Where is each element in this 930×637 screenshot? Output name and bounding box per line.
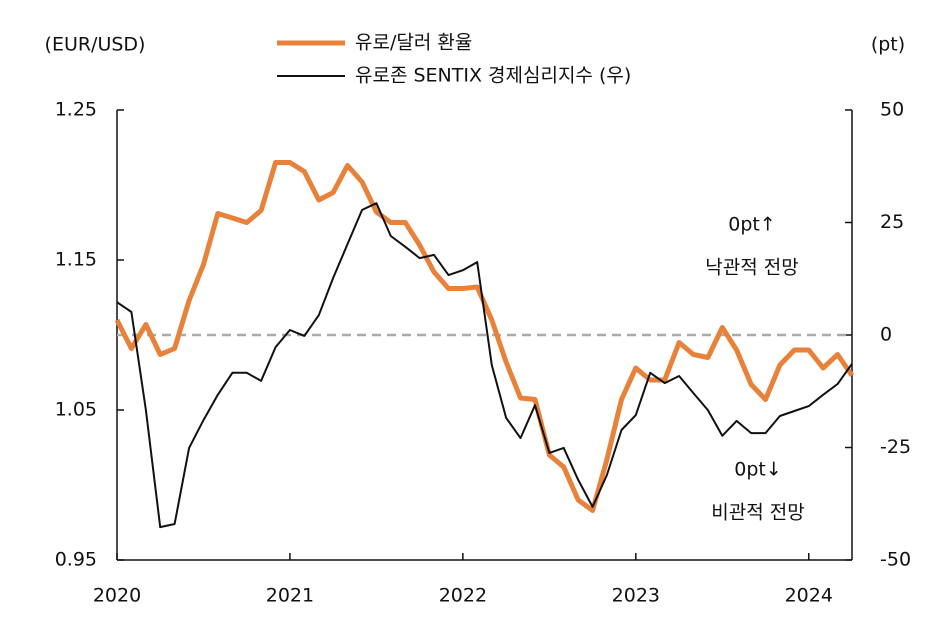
annotation: 비관적 전망: [711, 502, 804, 524]
y2-tick-label: -50: [880, 549, 911, 571]
y-tick-label: 1.05: [55, 399, 97, 421]
series-line: [116, 202, 853, 529]
legend-label: 유로/달러 환율: [355, 32, 472, 54]
annotation: 0pt↓: [734, 459, 782, 481]
y2-tick-label: -25: [880, 436, 911, 458]
annotation: 0pt↑: [728, 214, 776, 236]
y2-axis-label: (pt): [871, 34, 905, 56]
y2-tick-label: 50: [880, 99, 904, 121]
y2-tick-label: 25: [880, 211, 904, 233]
series-line: [114, 160, 855, 513]
x-tick-label: 2023: [612, 585, 660, 607]
y-axis-label: (EUR/USD): [45, 34, 146, 56]
y-tick-label: 1.15: [55, 249, 97, 271]
legend-label: 유로존 SENTIX 경제심리지수 (우): [355, 65, 631, 87]
y-tick-label: 1.25: [55, 99, 97, 121]
annotation: 낙관적 전망: [705, 257, 798, 279]
x-tick-label: 2020: [93, 585, 141, 607]
x-tick-label: 2021: [266, 585, 314, 607]
y2-tick-label: 0: [880, 324, 892, 346]
x-tick-label: 2024: [785, 585, 833, 607]
x-tick-label: 2022: [439, 585, 487, 607]
y-tick-label: 0.95: [55, 549, 97, 571]
